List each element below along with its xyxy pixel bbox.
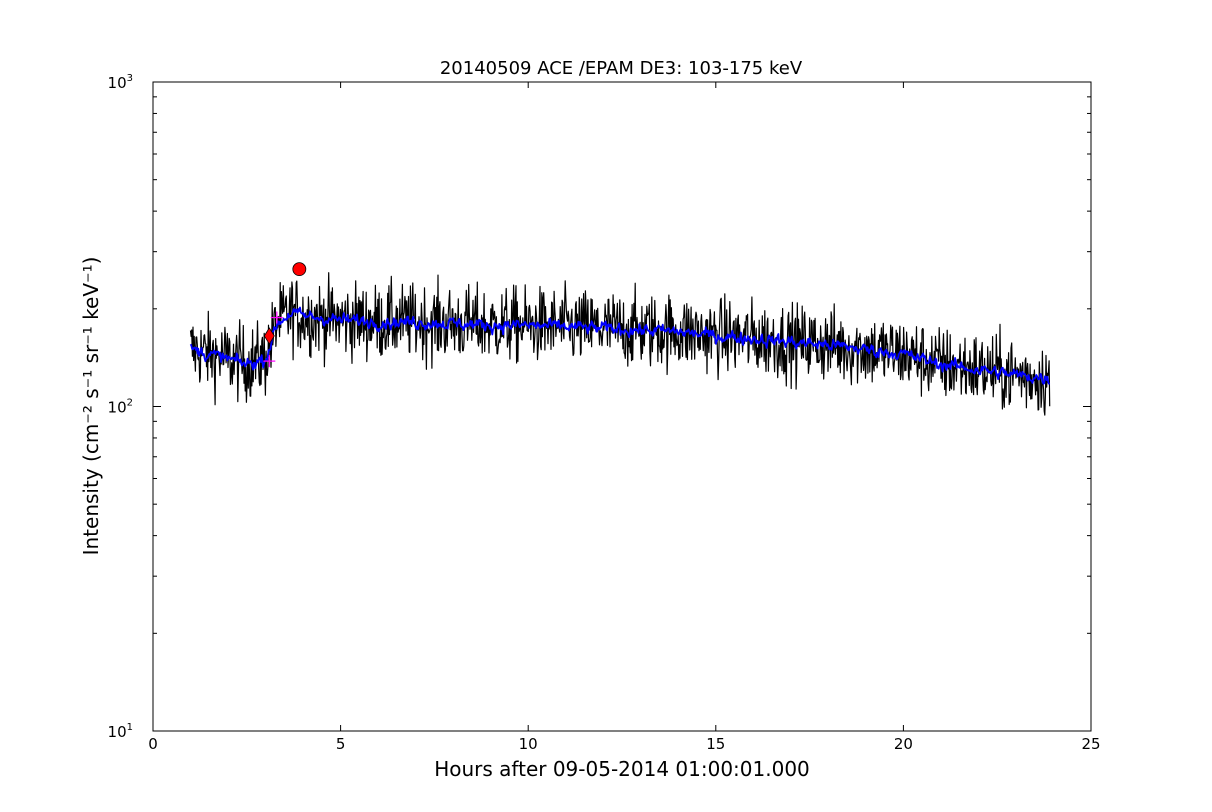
x-tick-label: 15 [706, 735, 725, 753]
plot-area [152, 81, 1092, 732]
plus-marker [263, 355, 276, 368]
series-line-smoothed [189, 306, 1051, 385]
series-layer [189, 272, 1051, 416]
x-tick-label: 0 [148, 735, 158, 753]
marker-layer [263, 262, 307, 368]
plot-frame [152, 81, 1092, 732]
y-axis: 101 102 103 [108, 73, 1091, 741]
diamond-marker [263, 327, 275, 345]
x-axis-label: Hours after 09-05-2014 01:00:01.000 [434, 757, 810, 781]
y-axis-label: Intensity (cm⁻² s⁻¹ sr⁻¹ keV⁻¹) [79, 257, 103, 556]
x-tick-label: 20 [894, 735, 913, 753]
y-tick-label: 101 [108, 722, 133, 741]
series-line-raw [189, 272, 1051, 416]
x-tick-label: 5 [336, 735, 346, 753]
chart-title: 20140509 ACE /EPAM DE3: 103-175 keV [440, 58, 803, 79]
y-tick-label: 103 [108, 73, 133, 92]
plus-marker [270, 311, 283, 324]
circle-marker [292, 262, 307, 277]
x-axis: 0 5 10 15 20 25 [148, 82, 1101, 753]
x-tick-label: 25 [1081, 735, 1100, 753]
x-tick-label: 10 [519, 735, 538, 753]
y-tick-label: 102 [108, 398, 133, 417]
